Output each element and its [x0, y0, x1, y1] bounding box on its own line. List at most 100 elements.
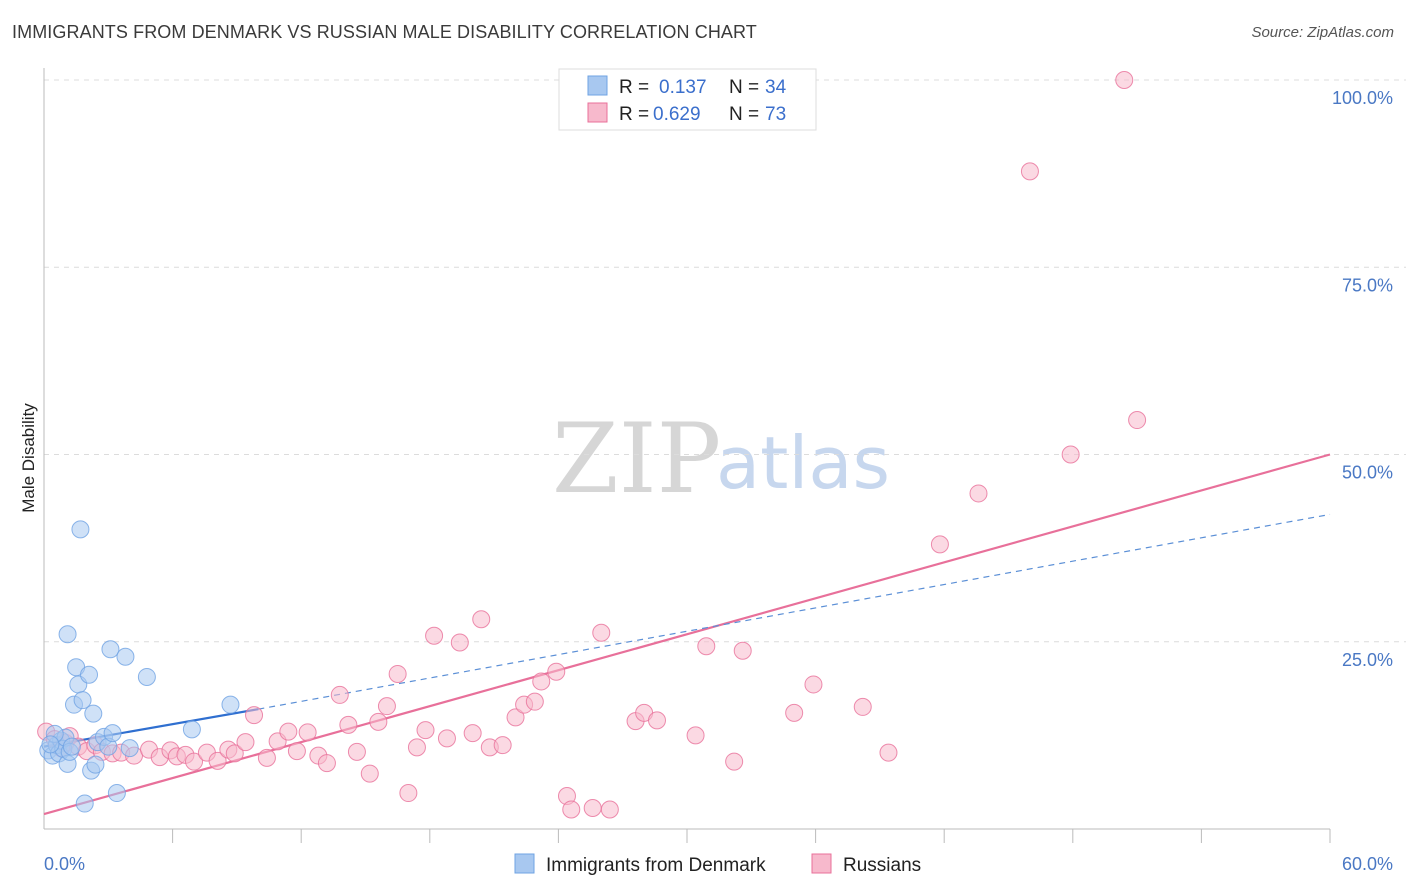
- russians-point: [592, 623, 611, 642]
- russians-point: [506, 708, 525, 727]
- russians-point: [225, 744, 244, 763]
- denmark-point: [116, 647, 135, 666]
- bottom-legend-russians: Russians: [843, 855, 921, 876]
- russians-point: [317, 754, 336, 773]
- x-tick-label: 60.0%: [1342, 854, 1393, 874]
- denmark-point: [86, 755, 105, 774]
- grid-lines: [44, 79, 1406, 643]
- legend-box: R = 0.137 N = 34 R = 0.629 N = 73: [558, 68, 817, 131]
- russians-point: [733, 641, 752, 660]
- russians-point: [804, 675, 823, 694]
- russians-point: [969, 484, 988, 503]
- denmark-point: [71, 520, 90, 539]
- russians-point: [930, 535, 949, 554]
- russians-point: [472, 610, 491, 629]
- legend-r-label: R =: [619, 104, 649, 125]
- russians-point: [686, 726, 705, 745]
- denmark-point: [182, 720, 201, 739]
- denmark-point: [107, 784, 126, 803]
- tick-labels: 25.0% 50.0% 75.0% 100.0% 0.0% 60.0%: [44, 88, 1393, 874]
- y-tick-label: 100.0%: [1332, 88, 1393, 108]
- russians-point: [1128, 411, 1147, 430]
- russians-point: [463, 724, 482, 743]
- denmark-point: [80, 665, 99, 684]
- russians-trend-line: [43, 453, 1331, 816]
- watermark-atlas: atlas: [716, 421, 890, 505]
- legend-n-label: N =: [729, 104, 759, 125]
- chart-title: IMMIGRANTS FROM DENMARK VS RUSSIAN MALE …: [12, 22, 757, 42]
- denmark-point: [84, 704, 103, 723]
- legend-n-value: 73: [765, 104, 786, 125]
- russians-point: [853, 697, 872, 716]
- russians-point: [1115, 71, 1134, 89]
- denmark-point: [120, 739, 139, 758]
- denmark-point: [101, 640, 120, 659]
- russians-point: [547, 662, 566, 681]
- russians-point: [399, 784, 418, 803]
- denmark-point: [58, 625, 77, 644]
- russians-point: [879, 743, 898, 762]
- russians-point: [330, 685, 349, 704]
- russians-point: [416, 721, 435, 740]
- denmark-point: [75, 794, 94, 813]
- russians-point: [437, 729, 456, 748]
- y-tick-label: 50.0%: [1342, 463, 1393, 483]
- legend-n-value: 34: [765, 77, 787, 98]
- russians-point: [388, 664, 407, 683]
- russians-point: [1061, 445, 1080, 464]
- bottom-legend: Immigrants from Denmark Russians: [514, 853, 921, 876]
- russians-point: [425, 626, 444, 645]
- russians-point: [377, 697, 396, 716]
- russians-point: [493, 736, 512, 755]
- russians-point: [208, 751, 227, 770]
- russians-point: [298, 723, 317, 742]
- legend-r-label: R =: [619, 77, 649, 98]
- russians-point: [647, 711, 666, 730]
- russians-point: [725, 752, 744, 771]
- bottom-legend-swatch-russians: [811, 853, 832, 874]
- russians-point: [532, 672, 551, 691]
- legend-r-value: 0.137: [659, 77, 707, 98]
- russians-point: [407, 738, 426, 757]
- axes: [43, 68, 1331, 843]
- russians-point: [347, 742, 366, 761]
- legend-swatch-russians: [587, 102, 608, 123]
- russians-point: [1020, 162, 1039, 181]
- russians-point: [279, 722, 298, 741]
- russians-point: [525, 692, 544, 711]
- denmark-point: [62, 737, 81, 756]
- legend-n-label: N =: [729, 77, 759, 98]
- x-tick-label: 0.0%: [44, 854, 85, 874]
- denmark-point: [73, 691, 92, 710]
- bottom-legend-denmark: Immigrants from Denmark: [546, 855, 766, 876]
- legend-r-value: 0.629: [653, 104, 701, 125]
- russians-point: [287, 742, 306, 761]
- denmark-trend-extension: [258, 513, 1331, 710]
- legend-swatch-denmark: [587, 75, 608, 96]
- denmark-point: [221, 695, 240, 714]
- watermark-zip: ZIP: [552, 403, 721, 515]
- source-credit: Source: ZipAtlas.com: [1251, 24, 1394, 41]
- y-axis-label: Male Disability: [19, 403, 38, 513]
- russians-point: [360, 764, 379, 783]
- russians-point: [562, 800, 581, 819]
- russians-point: [785, 703, 804, 722]
- denmark-point: [103, 724, 122, 743]
- russians-point: [583, 799, 602, 818]
- russians-point: [236, 733, 255, 752]
- y-tick-label: 75.0%: [1342, 275, 1393, 295]
- bottom-legend-swatch-denmark: [514, 853, 535, 874]
- russians-point: [450, 633, 469, 652]
- russians-point: [185, 752, 204, 771]
- russians-point: [339, 715, 358, 734]
- denmark-point: [41, 735, 60, 754]
- russians-point: [257, 748, 276, 767]
- russians-point: [245, 706, 264, 725]
- russians-point: [369, 712, 388, 731]
- russians-point: [697, 637, 716, 656]
- data-points: [37, 71, 1147, 819]
- y-tick-label: 25.0%: [1342, 650, 1393, 670]
- denmark-point: [137, 667, 156, 686]
- russians-point: [600, 800, 619, 819]
